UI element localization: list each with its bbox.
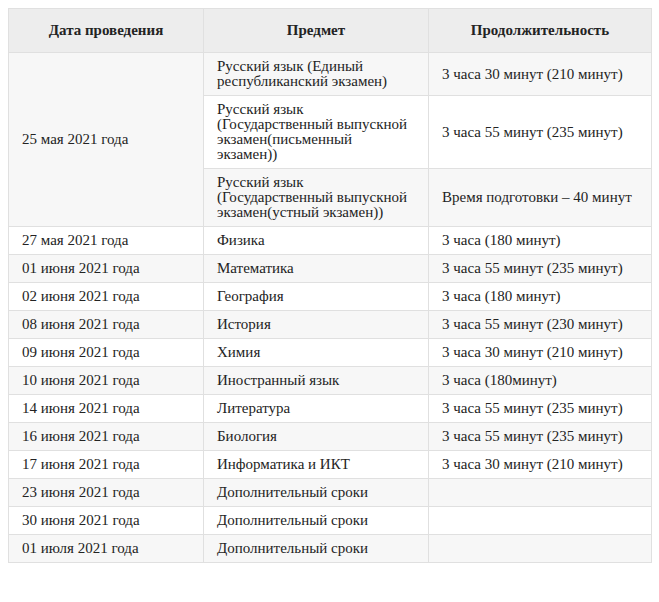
subject-cell: Химия bbox=[204, 339, 429, 367]
subject-cell: Дополнительный сроки bbox=[204, 507, 429, 535]
date-cell: 16 июня 2021 года bbox=[9, 423, 204, 451]
duration-cell: 3 часа (180минут) bbox=[429, 367, 652, 395]
date-cell: 01 июня 2021 года bbox=[9, 255, 204, 283]
subject-cell: Дополнительный сроки bbox=[204, 479, 429, 507]
date-cell: 08 июня 2021 года bbox=[9, 311, 204, 339]
date-cell: 14 июня 2021 года bbox=[9, 395, 204, 423]
date-cell: 02 июня 2021 года bbox=[9, 283, 204, 311]
duration-cell: 3 часа 30 минут (210 минут) bbox=[429, 451, 652, 479]
subject-cell: Иностранный язык bbox=[204, 367, 429, 395]
subject-cell: Биология bbox=[204, 423, 429, 451]
date-cell: 01 июля 2021 года bbox=[9, 535, 204, 563]
table-row: 17 июня 2021 годаИнформатика и ИКТ3 часа… bbox=[9, 451, 652, 479]
duration-cell: Время подготовки – 40 минут bbox=[429, 169, 652, 227]
subject-cell: История bbox=[204, 311, 429, 339]
duration-cell: 3 часа 55 минут (235 минут) bbox=[429, 395, 652, 423]
table-header: Дата проведения Предмет Продолжительност… bbox=[9, 9, 652, 53]
table-row: 08 июня 2021 годаИстория3 часа 55 минут … bbox=[9, 311, 652, 339]
exam-schedule-table: Дата проведения Предмет Продолжительност… bbox=[8, 8, 652, 563]
duration-cell: 3 часа 30 минут (210 минут) bbox=[429, 53, 652, 96]
table-row: 10 июня 2021 годаИностранный язык3 часа … bbox=[9, 367, 652, 395]
subject-cell: Математика bbox=[204, 255, 429, 283]
date-cell: 25 мая 2021 года bbox=[9, 53, 204, 227]
duration-cell bbox=[429, 479, 652, 507]
table-row: 02 июня 2021 годаГеография3 часа (180 ми… bbox=[9, 283, 652, 311]
page-content: Дата проведения Предмет Продолжительност… bbox=[0, 0, 659, 571]
subject-cell: География bbox=[204, 283, 429, 311]
table-row: 27 мая 2021 годаФизика3 часа (180 минут) bbox=[9, 227, 652, 255]
table-row: 16 июня 2021 годаБиология3 часа 55 минут… bbox=[9, 423, 652, 451]
date-cell: 10 июня 2021 года bbox=[9, 367, 204, 395]
table-row: 09 июня 2021 годаХимия3 часа 30 минут (2… bbox=[9, 339, 652, 367]
column-header-subject: Предмет bbox=[204, 9, 429, 53]
exam-table-body: 25 мая 2021 годаРусский язык (Единый рес… bbox=[9, 53, 652, 563]
subject-cell: Информатика и ИКТ bbox=[204, 451, 429, 479]
subject-cell: Литература bbox=[204, 395, 429, 423]
date-cell: 09 июня 2021 года bbox=[9, 339, 204, 367]
date-cell: 30 июня 2021 года bbox=[9, 507, 204, 535]
table-row: 23 июня 2021 годаДополнительный сроки bbox=[9, 479, 652, 507]
duration-cell: 3 часа 55 минут (235 минут) bbox=[429, 255, 652, 283]
date-cell: 23 июня 2021 года bbox=[9, 479, 204, 507]
duration-cell: 3 часа 55 минут (235 минут) bbox=[429, 423, 652, 451]
subject-cell: Русский язык (Государственный выпускной … bbox=[204, 96, 429, 169]
duration-cell bbox=[429, 535, 652, 563]
table-row: 25 мая 2021 годаРусский язык (Единый рес… bbox=[9, 53, 652, 96]
duration-cell: 3 часа (180 минут) bbox=[429, 283, 652, 311]
column-header-duration: Продолжительность bbox=[429, 9, 652, 53]
duration-cell: 3 часа 55 минут (230 минут) bbox=[429, 311, 652, 339]
table-row: 01 июня 2021 годаМатематика3 часа 55 мин… bbox=[9, 255, 652, 283]
table-row: 30 июня 2021 годаДополнительный сроки bbox=[9, 507, 652, 535]
date-cell: 17 июня 2021 года bbox=[9, 451, 204, 479]
subject-cell: Русский язык (Государственный выпускной … bbox=[204, 169, 429, 227]
column-header-date: Дата проведения bbox=[9, 9, 204, 53]
subject-cell: Дополнительный сроки bbox=[204, 535, 429, 563]
duration-cell: 3 часа (180 минут) bbox=[429, 227, 652, 255]
table-row: 01 июля 2021 годаДополнительный сроки bbox=[9, 535, 652, 563]
duration-cell: 3 часа 55 минут (235 минут) bbox=[429, 96, 652, 169]
header-row: Дата проведения Предмет Продолжительност… bbox=[9, 9, 652, 53]
subject-cell: Физика bbox=[204, 227, 429, 255]
table-row: 14 июня 2021 годаЛитература3 часа 55 мин… bbox=[9, 395, 652, 423]
duration-cell bbox=[429, 507, 652, 535]
subject-cell: Русский язык (Единый республиканский экз… bbox=[204, 53, 429, 96]
duration-cell: 3 часа 30 минут (210 минут) bbox=[429, 339, 652, 367]
date-cell: 27 мая 2021 года bbox=[9, 227, 204, 255]
